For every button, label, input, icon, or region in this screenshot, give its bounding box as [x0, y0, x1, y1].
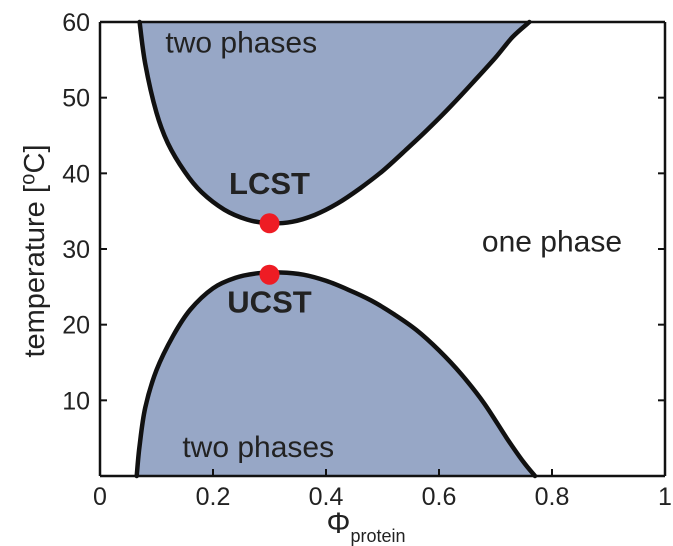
y-tick-label: 10: [62, 387, 90, 415]
x-tick-label: 0.2: [196, 483, 231, 511]
y-tick-label: 30: [62, 236, 90, 264]
y-tick-label: 60: [62, 9, 90, 37]
y-axis-label: temperature [⁰C]: [19, 144, 51, 357]
x-tick-label: 0: [93, 483, 107, 511]
y-tick-label: 50: [62, 85, 90, 113]
critical-points: [260, 213, 280, 284]
two-phases-label: two phases: [182, 431, 334, 464]
lcst-critical-point: [260, 213, 280, 233]
ucst-critical-point: [260, 265, 280, 285]
lcst-label: LCST: [229, 166, 310, 201]
x-tick-label: 0.8: [535, 483, 570, 511]
x-axis-symbol: Φ: [327, 507, 351, 540]
two-phases-label: two phases: [165, 26, 317, 59]
x-axis-subscript: protein: [350, 526, 405, 546]
y-tick-label: 20: [62, 312, 90, 340]
two-phase-regions: [137, 22, 535, 476]
x-tick-label: 1: [658, 483, 672, 511]
x-axis-label: Φprotein: [327, 507, 406, 546]
y-tick-label: 40: [62, 160, 90, 188]
one-phase-label: one phase: [482, 225, 622, 258]
x-tick-label: 0.6: [422, 483, 457, 511]
ucst-label: UCST: [227, 285, 311, 320]
